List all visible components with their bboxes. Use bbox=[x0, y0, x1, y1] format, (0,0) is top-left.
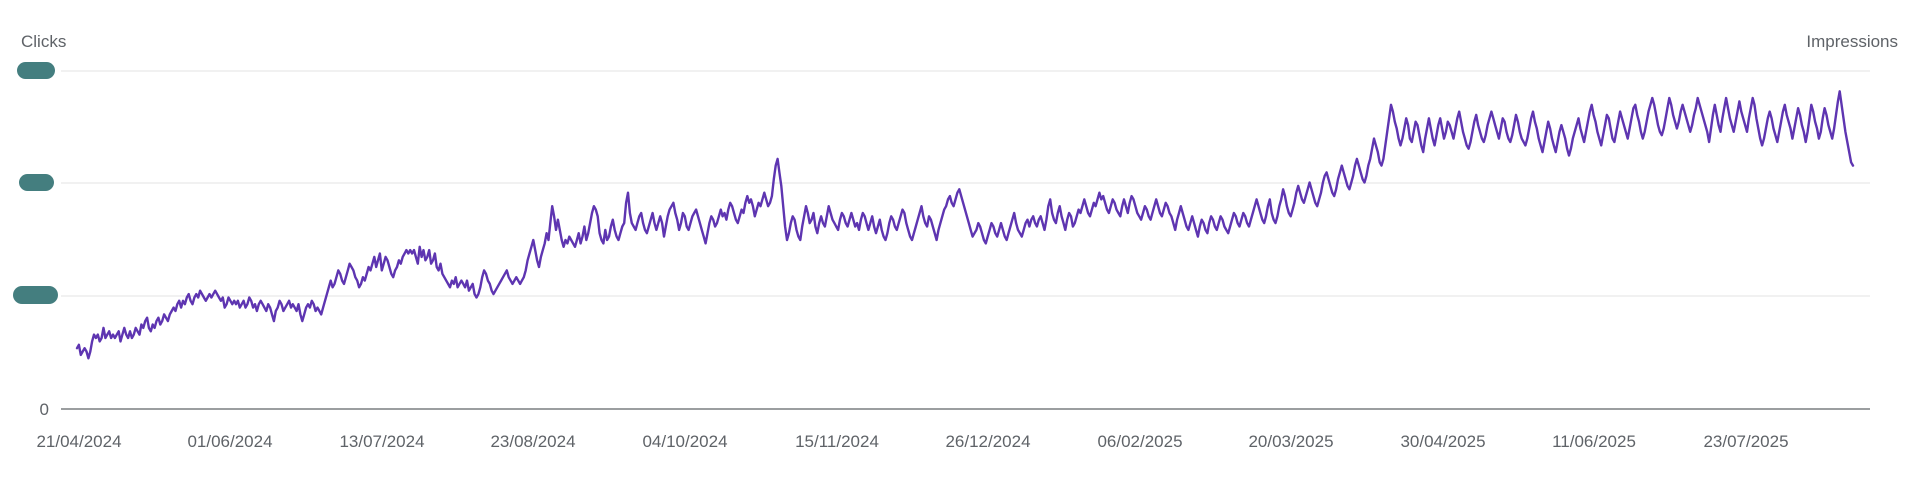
redacted-y-tick-label bbox=[19, 174, 54, 191]
gridlines bbox=[61, 70, 1870, 410]
x-tick-label: 15/11/2024 bbox=[795, 432, 879, 451]
x-tick-label: 01/06/2024 bbox=[187, 432, 272, 451]
right-axis-title: Impressions bbox=[1806, 32, 1898, 51]
y-tick-label: 0 bbox=[40, 400, 49, 419]
redacted-y-tick-label bbox=[17, 62, 55, 79]
x-tick-label: 26/12/2024 bbox=[945, 432, 1030, 451]
x-axis-ticks: 21/04/2024 01/06/2024 13/07/2024 23/08/2024… bbox=[36, 432, 1788, 451]
x-tick-label: 30/04/2025 bbox=[1400, 432, 1485, 451]
x-tick-label: 20/03/2025 bbox=[1248, 432, 1333, 451]
x-tick-label: 04/10/2024 bbox=[642, 432, 727, 451]
y-axis-ticks: 0 bbox=[13, 62, 58, 419]
x-tick-label: 23/08/2024 bbox=[490, 432, 575, 451]
x-tick-label: 21/04/2024 bbox=[36, 432, 121, 451]
x-tick-label: 11/06/2025 bbox=[1552, 432, 1636, 451]
x-tick-label: 06/02/2025 bbox=[1097, 432, 1182, 451]
left-axis-title: Clicks bbox=[21, 32, 67, 51]
redacted-y-tick-label bbox=[13, 286, 58, 304]
clicks-series-line bbox=[75, 90, 1855, 360]
series-layer bbox=[75, 90, 1855, 360]
x-tick-label: 23/07/2025 bbox=[1703, 432, 1788, 451]
x-tick-label: 13/07/2024 bbox=[339, 432, 424, 451]
